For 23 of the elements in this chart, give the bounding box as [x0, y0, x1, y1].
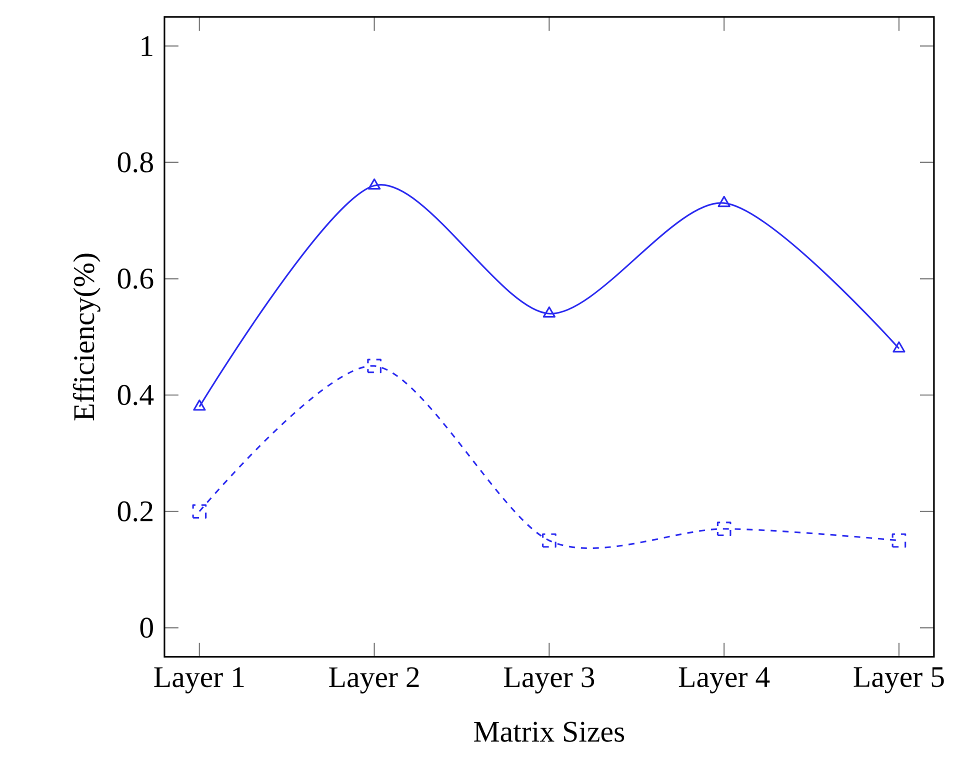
y-tick-label: 0.2 [118, 501, 152, 522]
x-axis-title: Matrix Sizes [474, 722, 624, 742]
point [192, 504, 207, 518]
point [892, 341, 906, 352]
point [542, 533, 556, 548]
point [367, 358, 382, 373]
x-tick-label: Layer 1 [154, 666, 244, 694]
point [368, 178, 381, 190]
point [892, 533, 906, 548]
point [718, 196, 730, 207]
y-tick-label: 0 [140, 617, 153, 638]
y-tick-label: 1 [142, 36, 152, 56]
x-tick-label: Layer 3 [504, 666, 594, 694]
y-axis-title: Efficiency(%) [72, 254, 100, 420]
y-tick-label: 0.4 [118, 384, 154, 405]
y-tick-label: 0.8 [118, 152, 153, 172]
x-tick-label: Layer 5 [854, 666, 944, 693]
y-tick-label: 0.6 [118, 268, 154, 289]
x-tick-label: Layer 4 [678, 666, 770, 694]
x-tick-label: Layer 2 [329, 666, 419, 694]
point [716, 521, 732, 536]
point [542, 306, 556, 318]
point [193, 399, 206, 410]
